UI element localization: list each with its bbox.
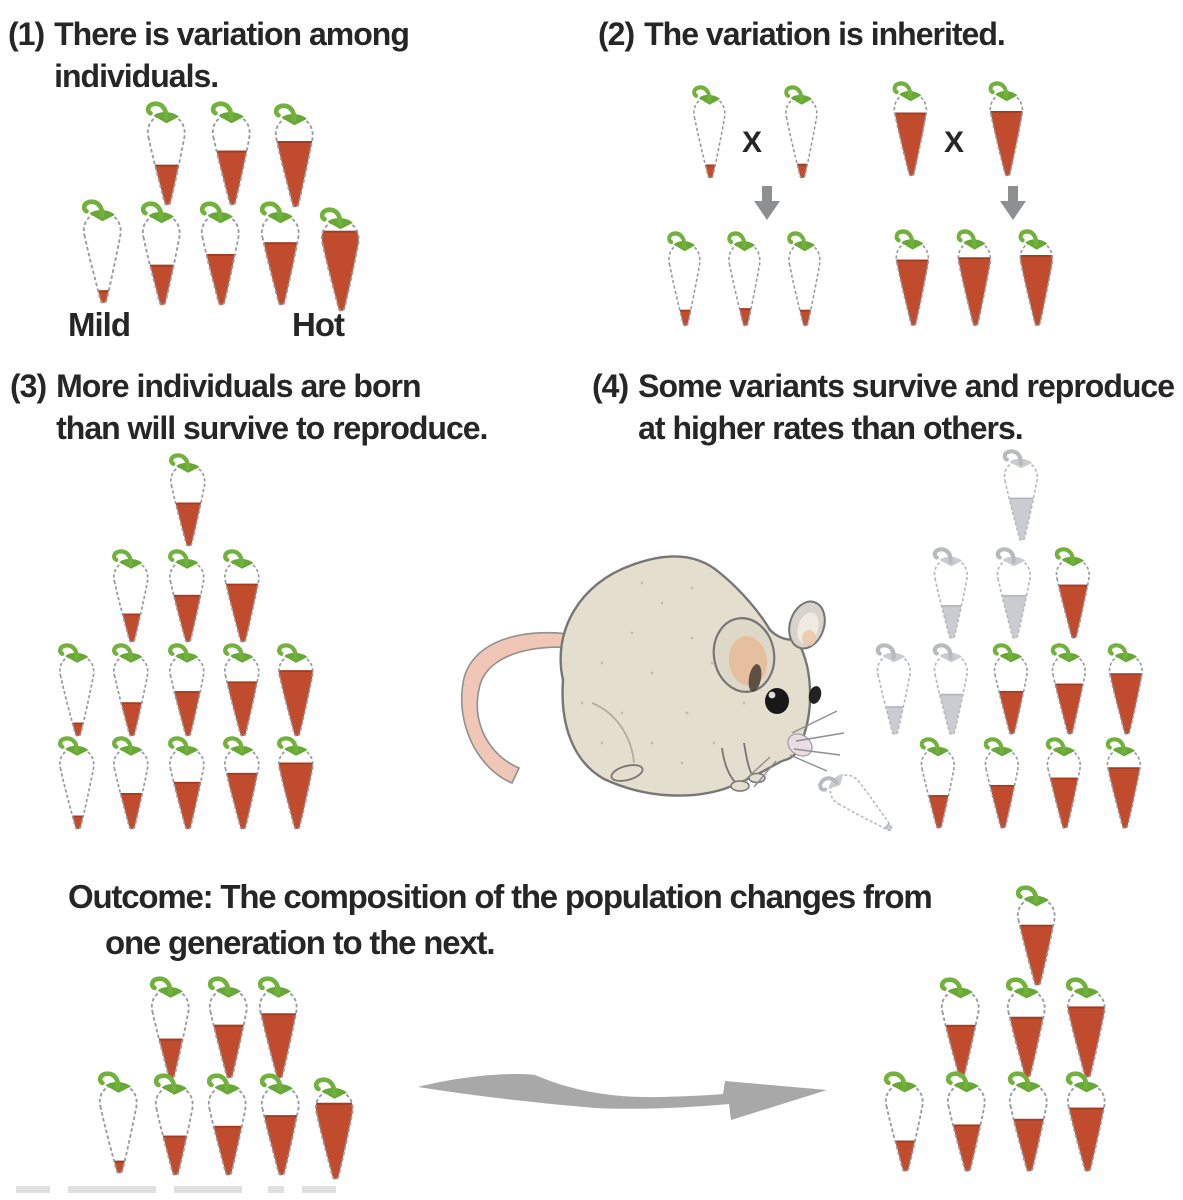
pepper-generation-after bbox=[883, 1071, 924, 1173]
outcome-title: Outcome: The composition of the populati… bbox=[68, 878, 933, 962]
mouse-illustration bbox=[460, 555, 845, 797]
mild-label: Mild bbox=[68, 306, 131, 343]
hot-label: Hot bbox=[292, 306, 345, 343]
mouse-front-leg bbox=[721, 747, 737, 784]
mouse-haunch bbox=[591, 702, 635, 764]
pepper-hot-offspring bbox=[1018, 229, 1054, 327]
pepper-hot-offspring bbox=[894, 229, 930, 327]
pepper-overproduced-population bbox=[277, 736, 314, 830]
pepper-overproduced-population bbox=[223, 736, 260, 830]
pepper-hot-parents bbox=[988, 81, 1024, 177]
pepper-variation-population bbox=[140, 201, 181, 306]
cross-symbol-mild: X bbox=[742, 126, 763, 159]
pepper-generation-before bbox=[153, 1073, 194, 1177]
pepper-surviving-hot-peppers bbox=[1045, 737, 1081, 830]
pepper-generation-after bbox=[945, 1071, 986, 1173]
mouse-eye bbox=[765, 688, 789, 714]
cropped-caption-remnant bbox=[16, 1186, 396, 1193]
pepper-generation-after bbox=[1065, 1071, 1106, 1173]
panel2-title: (2) The variation is inherited. bbox=[598, 14, 1006, 56]
generation-arrow bbox=[418, 1074, 827, 1120]
pepper-generation-before bbox=[259, 1073, 300, 1177]
panel4-number: (4) bbox=[592, 368, 629, 404]
panel3-title: (3) More individuals are born than will s… bbox=[10, 366, 488, 449]
mouse-front-leg bbox=[743, 742, 753, 776]
panel1-title: (1) There is variation among individuals. bbox=[8, 14, 410, 97]
mouse-eye-highlight bbox=[768, 691, 776, 699]
cross-symbol-hot: X bbox=[944, 126, 965, 159]
pepper-hot-parents bbox=[892, 81, 928, 177]
down-arrow-icon bbox=[754, 186, 780, 220]
panel1-number: (1) bbox=[8, 16, 45, 52]
panel2-number: (2) bbox=[598, 16, 635, 52]
pepper-eaten-mild-peppers bbox=[875, 643, 911, 736]
pepper-surviving-hot-peppers bbox=[1105, 737, 1141, 830]
panel4-title: (4) Some variants survive and reproduce a… bbox=[592, 366, 1183, 449]
mouse-near-ear bbox=[712, 617, 776, 693]
pepper-generation-before bbox=[206, 1073, 247, 1177]
down-arrow-icon bbox=[1000, 186, 1026, 220]
panel3-number: (3) bbox=[10, 368, 47, 404]
pepper-hot-offspring bbox=[956, 229, 992, 327]
mouse-rear-foot bbox=[610, 764, 644, 782]
mouse-far-eye bbox=[808, 686, 822, 704]
mouse-far-ear bbox=[788, 600, 826, 650]
pepper-variation-population bbox=[199, 201, 240, 306]
mouse-whiskers bbox=[743, 710, 845, 788]
pepper-mild-parents bbox=[692, 85, 726, 179]
mouse-body bbox=[559, 555, 812, 797]
pepper-surviving-hot-peppers bbox=[983, 737, 1019, 830]
pepper-overproduced-population bbox=[168, 736, 205, 830]
pepper-generation-after bbox=[1007, 1071, 1048, 1173]
pepper-generation-before bbox=[313, 1077, 354, 1181]
mouse-paw bbox=[730, 780, 750, 792]
pepper-generation-before bbox=[97, 1071, 138, 1175]
